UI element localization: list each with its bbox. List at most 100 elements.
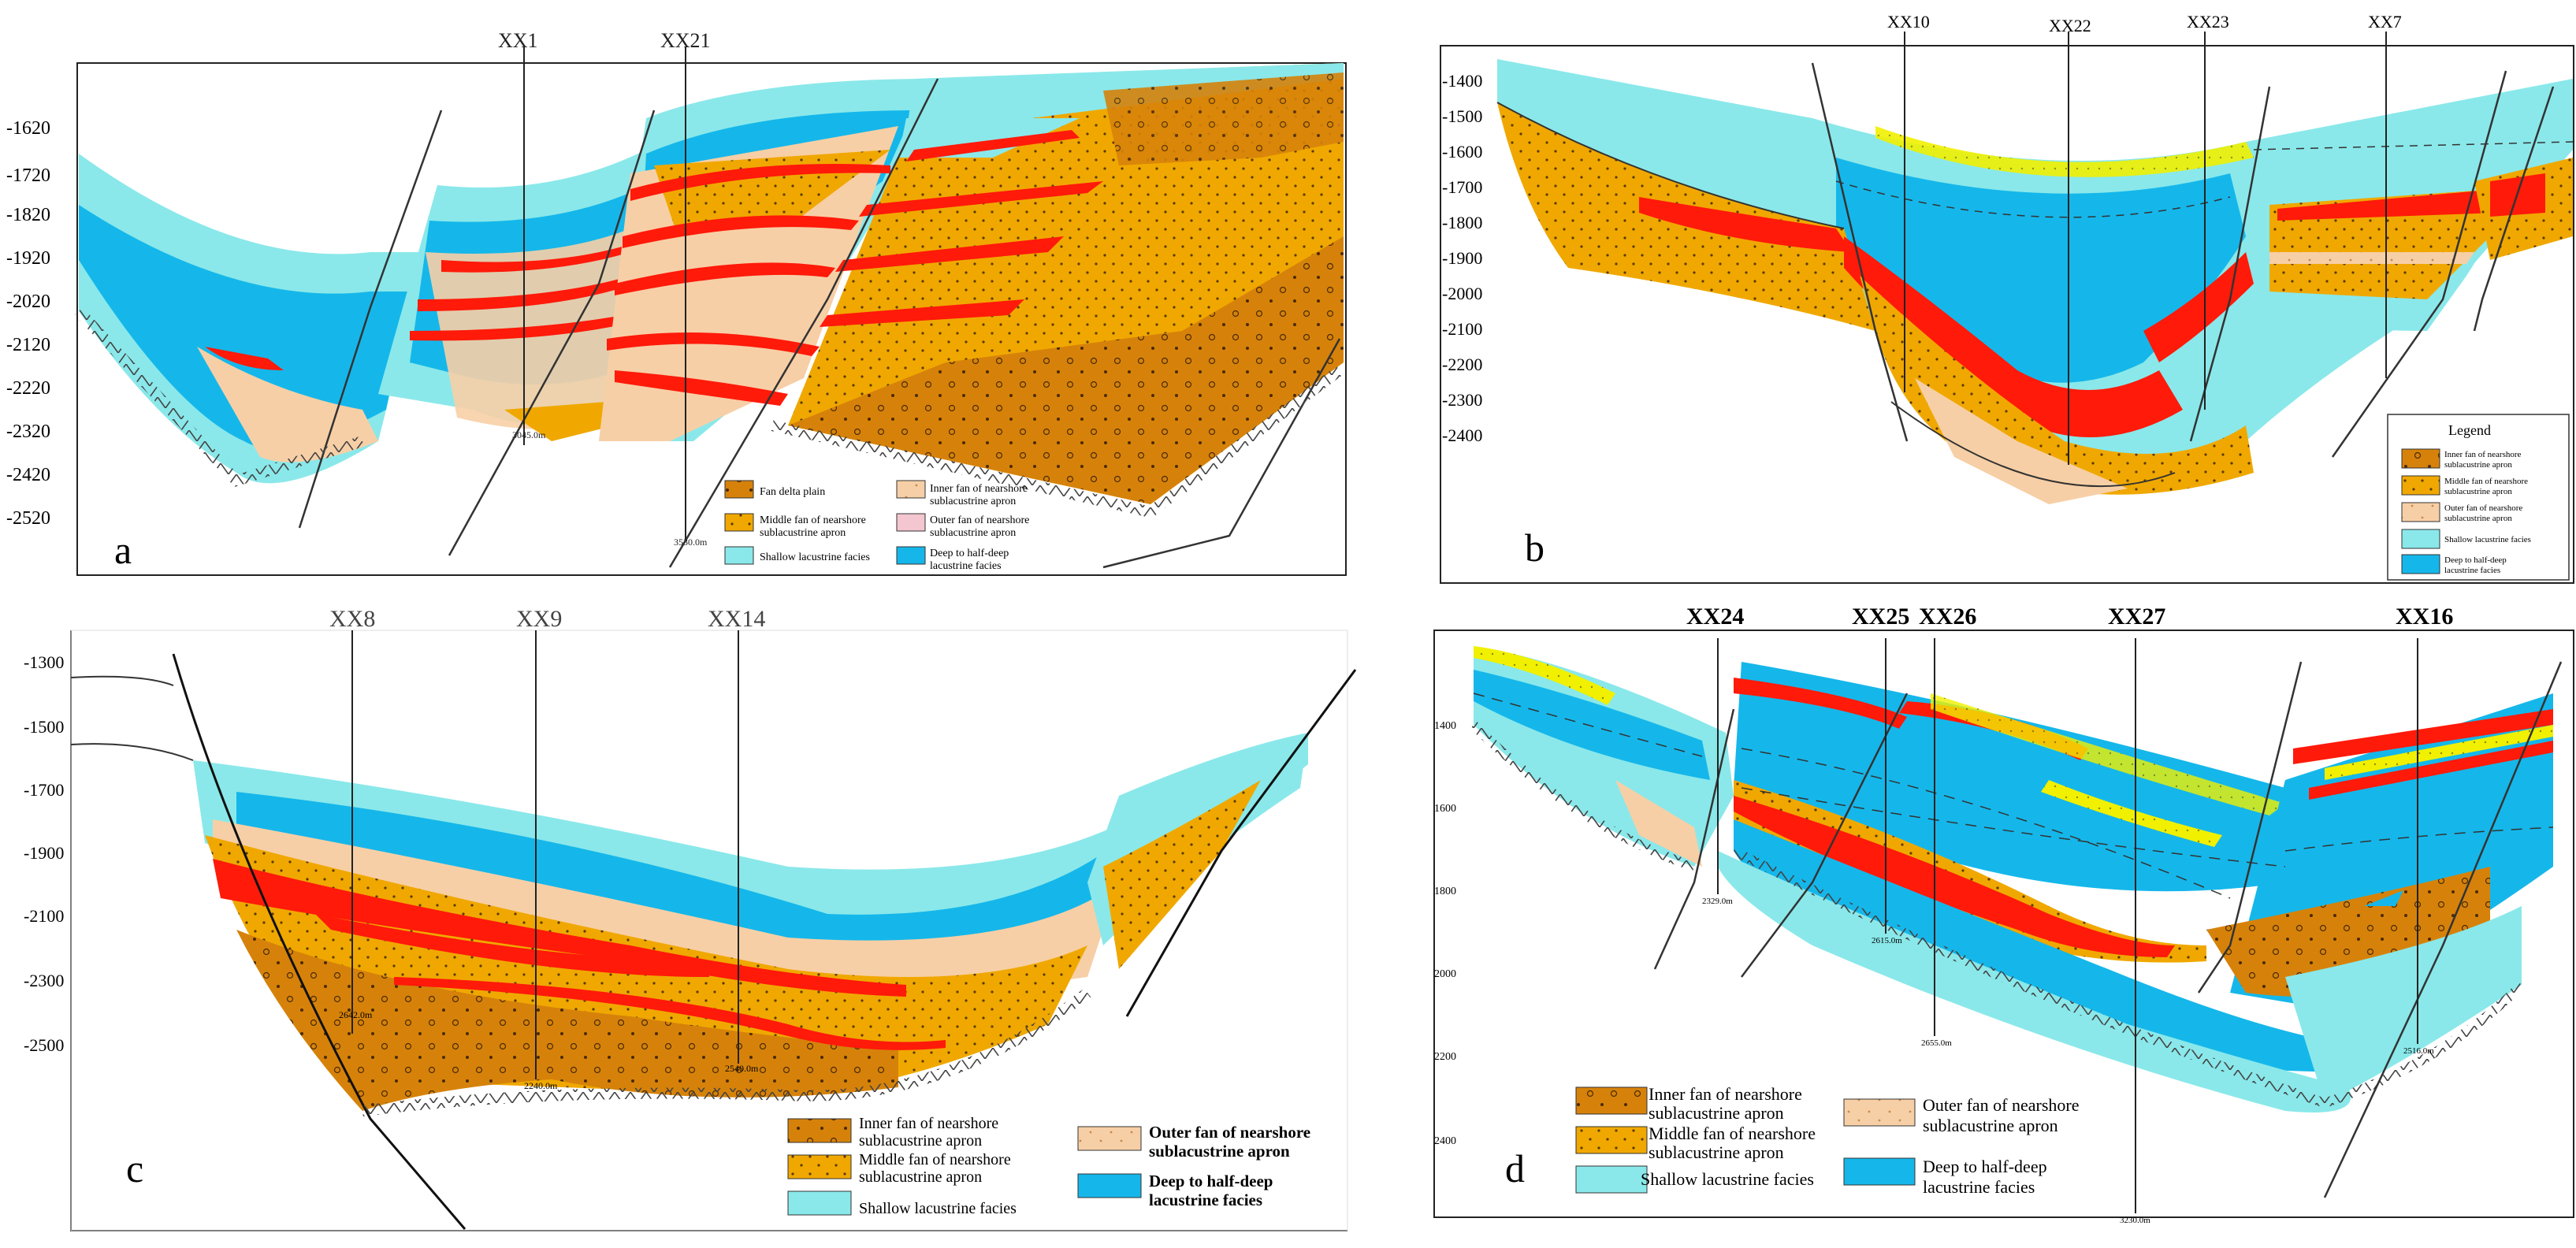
- svg-text:Inner fan of nearshore: Inner fan of nearshore: [1649, 1084, 1802, 1104]
- well-label-xx27: XX27: [2108, 604, 2165, 630]
- panel-d-section: [1470, 646, 2563, 1198]
- svg-text:1600: 1600: [1434, 803, 1456, 815]
- panel-a-section: [74, 63, 1344, 569]
- svg-text:-1300: -1300: [24, 652, 64, 672]
- depth-label: -1620: [6, 118, 50, 139]
- svg-text:-2300: -2300: [24, 971, 64, 990]
- svg-text:Inner fan of nearshore: Inner fan of nearshore: [2444, 450, 2522, 459]
- svg-text:sublacustrine apron: sublacustrine apron: [930, 496, 1016, 507]
- panel-c-section: [70, 653, 1357, 1230]
- svg-text:lacustrine facies: lacustrine facies: [930, 560, 1002, 572]
- depth-label: -1720: [6, 165, 50, 186]
- svg-text:lacustrine facies: lacustrine facies: [1149, 1190, 1262, 1209]
- svg-text:2200: 2200: [1434, 1051, 1456, 1063]
- svg-text:-1400: -1400: [1442, 71, 1482, 91]
- svg-text:-1900: -1900: [1442, 248, 1482, 268]
- panel-d-label: d: [1505, 1146, 1525, 1190]
- svg-text:sublacustrine apron: sublacustrine apron: [1649, 1103, 1784, 1123]
- well-label-xx22: XX22: [2049, 16, 2091, 35]
- svg-text:-1900: -1900: [24, 843, 64, 863]
- depth-label: -1920: [6, 248, 50, 269]
- panel-b-label: b: [1525, 526, 1544, 570]
- svg-text:-2000: -2000: [1442, 284, 1482, 303]
- panel-b-section: [1496, 59, 2574, 504]
- svg-text:Deep to half-deep: Deep to half-deep: [2444, 555, 2507, 565]
- svg-text:Outer fan of nearshore: Outer fan of nearshore: [930, 514, 1029, 526]
- svg-text:sublacustrine apron: sublacustrine apron: [2444, 514, 2512, 523]
- svg-text:Deep to half-deep: Deep to half-deep: [1149, 1172, 1273, 1190]
- well-label-xx14: XX14: [708, 606, 765, 632]
- svg-text:sublacustrine apron: sublacustrine apron: [1149, 1142, 1290, 1161]
- panel-d-wells: XX24 XX25 XX26 XX27 XX16 2329.0m 2615.0m…: [1686, 604, 2453, 1225]
- svg-text:-1700: -1700: [1442, 177, 1482, 197]
- svg-text:sublacustrine apron: sublacustrine apron: [2444, 460, 2512, 470]
- well-label-xx25: XX25: [1852, 604, 1909, 630]
- well-label-xx23: XX23: [2187, 12, 2229, 32]
- svg-text:Middle fan of nearshore: Middle fan of nearshore: [1649, 1124, 1816, 1143]
- svg-text:-1500: -1500: [1442, 106, 1482, 126]
- depth-label: -2020: [6, 292, 50, 312]
- depth-label: -2320: [6, 422, 50, 442]
- svg-text:Shallow lacustrine facies: Shallow lacustrine facies: [760, 552, 870, 563]
- panel-d-depth-axis: 1400 1600 1800 2000 2200 2400: [1434, 720, 1456, 1147]
- well-label-xx1: XX1: [498, 29, 538, 52]
- svg-text:-1600: -1600: [1442, 142, 1482, 162]
- panel-b-legend: Legend Inner fan of nearshore sublacustr…: [2387, 414, 2570, 581]
- well-depth: 3530.0m: [674, 537, 708, 548]
- panel-b-depth-axis: -1400 -1500 -1600 -1700 -1800 -1900 -200…: [1442, 71, 1482, 445]
- well-label-xx9: XX9: [516, 606, 562, 632]
- panel-b-frame: [1440, 45, 2574, 584]
- svg-text:sublacustrine apron: sublacustrine apron: [859, 1168, 982, 1186]
- well-label-xx10: XX10: [1887, 12, 1930, 32]
- panel-c-depth-axis: -1300 -1500 -1700 -1900 -2100 -2300 -250…: [24, 652, 64, 1055]
- svg-text:Middle fan of nearshore: Middle fan of nearshore: [2444, 477, 2528, 486]
- svg-text:sublacustrine apron: sublacustrine apron: [930, 527, 1016, 539]
- svg-text:Inner fan of nearshore: Inner fan of nearshore: [930, 483, 1028, 495]
- panel-a: -1620 -1720 -1820 -1920 -2020 -2120 -222…: [6, 29, 1347, 576]
- svg-text:sublacustrine apron: sublacustrine apron: [859, 1132, 982, 1150]
- depth-label: -2520: [6, 508, 50, 529]
- svg-text:Shallow lacustrine facies: Shallow lacustrine facies: [2444, 535, 2531, 544]
- depth-label: -2420: [6, 465, 50, 485]
- panel-d-frame: [1433, 630, 2574, 1218]
- svg-text:sublacustrine apron: sublacustrine apron: [2444, 487, 2512, 496]
- depth-label: -2220: [6, 378, 50, 399]
- svg-text:-2500: -2500: [24, 1035, 64, 1055]
- svg-text:-2200: -2200: [1442, 355, 1482, 374]
- panel-b: -1400 -1500 -1600 -1700 -1800 -1900 -200…: [1440, 12, 2574, 584]
- svg-text:-2300: -2300: [1442, 390, 1482, 410]
- panel-a-frame: [76, 62, 1347, 576]
- svg-text:2655.0m: 2655.0m: [1921, 1038, 1952, 1048]
- svg-text:lacustrine facies: lacustrine facies: [2444, 566, 2500, 575]
- panel-c: -1300 -1500 -1700 -1900 -2100 -2300 -250…: [24, 606, 1357, 1231]
- depth-label: -1820: [6, 205, 50, 225]
- panel-c-wells: XX8 XX9 XX14 2642.0m 2240.0m 2540.0m: [329, 606, 765, 1091]
- svg-text:2400: 2400: [1434, 1135, 1456, 1147]
- svg-text:2240.0m: 2240.0m: [524, 1080, 558, 1091]
- svg-text:sublacustrine apron: sublacustrine apron: [1923, 1116, 2058, 1135]
- svg-text:-2100: -2100: [1442, 319, 1482, 339]
- svg-text:3230.0m: 3230.0m: [2120, 1216, 2150, 1225]
- well-label-xx8: XX8: [329, 606, 375, 632]
- panel-d-legend: Inner fan of nearshore sublacustrine apr…: [1575, 1084, 2080, 1197]
- well-depth: 3045.0m: [512, 429, 546, 440]
- well-label-xx16: XX16: [2396, 604, 2453, 630]
- svg-text:Deep to half-deep: Deep to half-deep: [930, 548, 1009, 559]
- svg-text:2642.0m: 2642.0m: [339, 1009, 373, 1020]
- svg-text:lacustrine facies: lacustrine facies: [1923, 1177, 2035, 1197]
- svg-text:Outer fan of nearshore: Outer fan of nearshore: [1149, 1123, 1310, 1142]
- svg-text:-2100: -2100: [24, 906, 64, 926]
- svg-text:2615.0m: 2615.0m: [1872, 936, 1902, 945]
- panel-c-label: c: [126, 1146, 143, 1190]
- svg-text:-2400: -2400: [1442, 425, 1482, 445]
- svg-text:Outer fan of nearshore: Outer fan of nearshore: [1923, 1095, 2080, 1115]
- svg-text:2000: 2000: [1434, 968, 1456, 980]
- panel-d: 1400 1600 1800 2000 2200 2400: [1433, 604, 2574, 1225]
- svg-text:Deep to half-deep: Deep to half-deep: [1923, 1157, 2047, 1176]
- svg-text:1400: 1400: [1434, 720, 1456, 732]
- svg-text:sublacustrine apron: sublacustrine apron: [1649, 1142, 1784, 1162]
- svg-text:2329.0m: 2329.0m: [1702, 897, 1733, 906]
- svg-text:Outer fan of nearshore: Outer fan of nearshore: [2444, 503, 2522, 513]
- panel-b-wells: XX10 XX22 XX23 XX7: [1887, 12, 2402, 465]
